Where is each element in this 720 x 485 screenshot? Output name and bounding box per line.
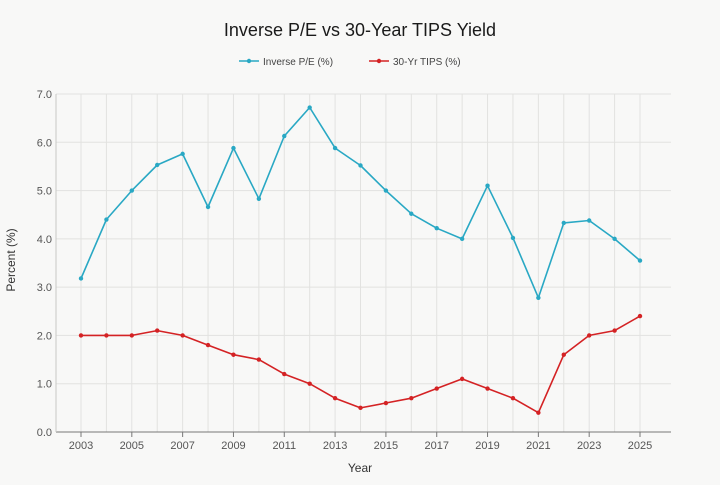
data-point: [612, 328, 617, 333]
data-point: [155, 328, 160, 333]
data-point: [78, 276, 84, 281]
data-point: [434, 226, 439, 231]
legend-marker: [376, 58, 382, 64]
x-tick-label: 2021: [526, 440, 550, 452]
data-point: [129, 188, 135, 193]
data-point: [358, 405, 363, 411]
data-point: [561, 352, 566, 357]
data-point: [307, 105, 312, 110]
data-point: [180, 151, 185, 157]
y-tick-label: 0.0: [37, 427, 52, 439]
x-axis-label: Year: [348, 461, 372, 475]
data-point: [586, 218, 592, 223]
data-point: [282, 133, 287, 139]
data-point: [78, 333, 84, 338]
x-tick-label: 2009: [221, 440, 245, 452]
data-point: [332, 396, 338, 401]
data-point: [586, 333, 592, 338]
data-point: [485, 386, 490, 391]
x-tick-label: 2023: [577, 440, 601, 452]
y-tick-label: 7.0: [37, 89, 52, 101]
y-tick-label: 1.0: [37, 379, 52, 391]
y-tick-label: 3.0: [37, 282, 52, 294]
x-tick-label: 2015: [374, 440, 398, 452]
data-point: [332, 145, 338, 151]
data-point: [409, 211, 414, 216]
x-tick-label: 2005: [120, 440, 144, 452]
data-point: [205, 204, 211, 210]
x-tick-label: 2011: [272, 440, 296, 452]
data-point: [637, 258, 643, 263]
x-tick-label: 2003: [69, 440, 93, 452]
axes: 0.0 1.0 2.0 3.0 4.0 5.0 6.0 7.0 2003 2005 2007 2009…: [37, 89, 671, 452]
data-point: [637, 313, 643, 319]
data-point: [459, 236, 465, 242]
data-point: [383, 188, 389, 193]
data-point: [282, 371, 287, 377]
data-point: [561, 220, 566, 226]
data-point: [409, 396, 414, 401]
data-point: [358, 163, 363, 168]
data-point: [129, 333, 135, 338]
x-tick-label: 2013: [323, 440, 347, 452]
data-point: [104, 217, 109, 222]
data-point: [434, 386, 439, 391]
legend: Inverse P/E (%) 30-Yr TIPS (%): [239, 57, 461, 68]
grid: [56, 93, 671, 433]
x-tick-label: 2017: [424, 440, 448, 452]
x-tick-label: 2019: [475, 440, 499, 452]
data-point: [256, 357, 262, 362]
legend-marker: [246, 58, 252, 64]
x-tick-label: 2025: [628, 440, 652, 452]
data-point: [459, 376, 465, 382]
data-point: [485, 183, 490, 188]
legend-item-label: Inverse P/E (%): [263, 57, 333, 68]
data-point: [104, 333, 109, 338]
x-tick-label: 2007: [170, 440, 194, 452]
data-point: [536, 410, 541, 415]
data-point: [510, 396, 516, 401]
y-tick-label: 5.0: [37, 186, 52, 198]
series-layer: [78, 105, 643, 415]
legend-item-label: 30-Yr TIPS (%): [393, 57, 461, 68]
data-point: [256, 196, 262, 201]
data-point: [612, 236, 617, 242]
data-point: [510, 235, 516, 241]
data-point: [307, 381, 312, 386]
y-tick-label: 2.0: [37, 330, 52, 342]
data-point: [231, 145, 236, 151]
data-point: [155, 162, 160, 168]
data-point: [231, 352, 236, 357]
chart-title: Inverse P/E vs 30-Year TIPS Yield: [224, 20, 496, 40]
y-tick-label: 4.0: [37, 234, 52, 246]
y-axis-label: Percent (%): [4, 228, 18, 291]
data-point: [383, 400, 389, 406]
data-point: [180, 333, 185, 338]
data-point: [536, 295, 541, 300]
data-point: [205, 342, 211, 348]
y-tick-label: 6.0: [37, 137, 52, 149]
